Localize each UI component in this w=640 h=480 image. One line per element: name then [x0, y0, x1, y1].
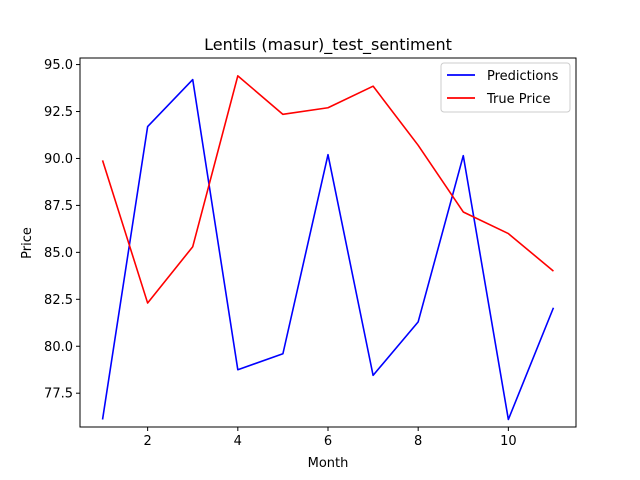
- chart-title: Lentils (masur)_test_sentiment: [204, 35, 452, 55]
- series-layer: [101, 75, 555, 421]
- x-tick-label: 2: [143, 434, 151, 449]
- y-tick-label: 95.0: [44, 58, 73, 73]
- series-line-predictions: [101, 78, 555, 421]
- y-tick-label: 77.5: [44, 387, 73, 402]
- y-axis-label: Price: [20, 227, 35, 259]
- x-tick-label: 6: [324, 434, 332, 449]
- x-axis: 2 4 6 8 10: [143, 427, 517, 449]
- x-tick-label: 8: [414, 434, 422, 449]
- x-axis-label: Month: [308, 456, 349, 471]
- legend: Predictions True Price: [440, 62, 571, 113]
- y-axis: 77.5 80.0 82.5 85.0 87.5 90.0 92.5 95.0: [44, 58, 80, 402]
- series-line-true-price: [101, 75, 554, 304]
- legend-label-true-price: True Price: [486, 92, 550, 107]
- legend-label-predictions: Predictions: [487, 69, 559, 84]
- y-tick-label: 80.0: [44, 340, 73, 355]
- y-tick-label: 85.0: [44, 246, 73, 261]
- y-tick-label: 92.5: [44, 105, 73, 120]
- plot-area: [79, 57, 577, 428]
- x-tick-label: 4: [234, 434, 242, 449]
- y-tick-label: 82.5: [44, 293, 73, 308]
- x-tick-label: 10: [500, 434, 517, 449]
- y-tick-label: 87.5: [44, 199, 73, 214]
- y-tick-label: 90.0: [44, 152, 73, 167]
- plot-frame: [80, 58, 576, 427]
